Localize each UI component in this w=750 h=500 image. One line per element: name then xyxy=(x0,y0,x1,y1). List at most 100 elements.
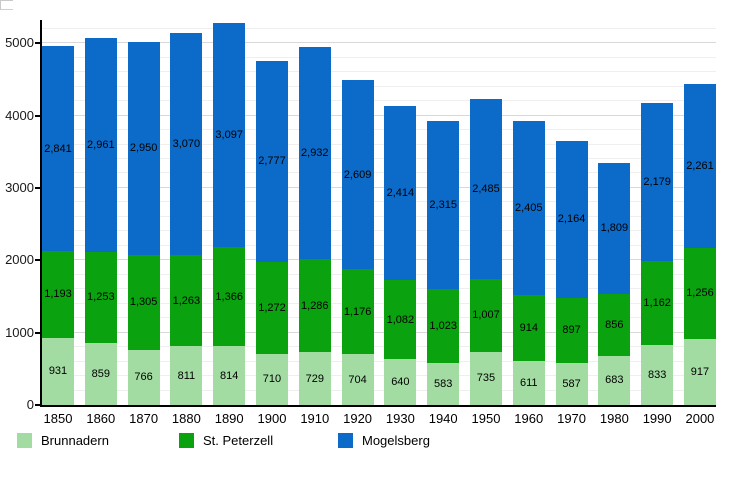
legend-item-mogelsberg: Mogelsberg xyxy=(338,433,430,448)
bar-segment-mogelsberg-1990: 2,179 xyxy=(641,102,674,261)
legend-item-brunnadern: Brunnadern xyxy=(17,433,109,448)
x-axis-label-1860: 1860 xyxy=(86,411,116,426)
segment-value-label-mogelsberg-1870: 2,950 xyxy=(129,142,158,155)
segment-value-label-brunnadern-1910: 729 xyxy=(305,372,324,385)
bar-segment-st-peterzell-1900: 1,272 xyxy=(255,261,288,354)
bar-column-1850: 931 1,193 2,841 1850 xyxy=(42,20,74,426)
x-axis-label-1970: 1970 xyxy=(557,411,587,426)
x-axis-label-1930: 1930 xyxy=(385,411,415,426)
segment-value-label-brunnadern-1970: 587 xyxy=(562,377,581,390)
bar-segment-brunnadern-1850: 931 xyxy=(42,337,74,405)
x-axis-label-1950: 1950 xyxy=(471,411,501,426)
segment-value-label-mogelsberg-1960: 2,405 xyxy=(515,201,543,214)
x-axis-label-2000: 2000 xyxy=(685,411,715,426)
x-axis-label-1980: 1980 xyxy=(599,411,629,426)
gridline-2400 xyxy=(42,230,716,232)
gridline-800 xyxy=(42,346,716,348)
bar-column-1950: 735 1,007 2,485 1950 xyxy=(469,20,502,426)
segment-value-label-st-peterzell-1900: 1,272 xyxy=(258,301,286,314)
legend-label-st-peterzell: St. Peterzell xyxy=(203,433,274,448)
crop-border-artifact xyxy=(0,0,13,10)
y-axis-tick-3000 xyxy=(35,186,40,189)
bar-segment-mogelsberg-1860: 2,961 xyxy=(84,37,117,253)
segment-value-label-st-peterzell-1990: 1,162 xyxy=(643,296,671,309)
legend-item-st-peterzell: St. Peterzell xyxy=(179,433,273,448)
bar-segment-st-peterzell-1970: 897 xyxy=(555,297,588,363)
bar-segment-mogelsberg-1850: 2,841 xyxy=(42,45,74,252)
segment-value-label-st-peterzell-1970: 897 xyxy=(562,324,581,337)
bar-segment-brunnadern-1880: 811 xyxy=(170,346,203,405)
y-axis-label-2000: 2000 xyxy=(5,252,34,268)
bar-segment-mogelsberg-1970: 2,164 xyxy=(555,141,588,298)
segment-value-label-mogelsberg-1890: 3,097 xyxy=(215,129,243,142)
x-axis-label-1920: 1920 xyxy=(343,411,373,426)
bar-segment-st-peterzell-2000: 1,256 xyxy=(683,247,716,339)
segment-value-label-st-peterzell-1980: 856 xyxy=(605,318,624,331)
legend-label-mogelsberg: Mogelsberg xyxy=(362,433,430,448)
x-axis-label-1990: 1990 xyxy=(642,411,672,426)
bar-segment-brunnadern-1970: 587 xyxy=(555,362,588,405)
gridline-3800 xyxy=(42,129,716,130)
bar-segment-st-peterzell-1960: 914 xyxy=(512,294,545,361)
segment-value-label-brunnadern-1900: 710 xyxy=(262,373,282,386)
gridline-5000 xyxy=(42,42,716,44)
bar-segment-mogelsberg-1980: 1,809 xyxy=(598,162,631,294)
bar-segment-st-peterzell-1880: 1,263 xyxy=(170,254,203,347)
gridline-3200 xyxy=(42,172,716,174)
bar-segment-brunnadern-1930: 640 xyxy=(384,358,417,405)
gridline-1400 xyxy=(42,302,716,304)
bar-segment-st-peterzell-1930: 1,082 xyxy=(384,280,417,359)
gridline-400 xyxy=(42,375,716,377)
x-axis-label-1850: 1850 xyxy=(43,411,73,426)
gridline-1000 xyxy=(42,331,716,333)
gridlines xyxy=(42,20,716,405)
x-axis-label-1900: 1900 xyxy=(257,411,287,426)
segment-value-label-mogelsberg-1980: 1,809 xyxy=(600,222,629,235)
segment-value-label-mogelsberg-1950: 2,485 xyxy=(472,183,500,196)
segment-value-label-brunnadern-1990: 833 xyxy=(647,368,667,381)
segment-value-label-st-peterzell-1960: 914 xyxy=(519,321,538,334)
bar-column-1970: 587 897 2,164 1970 xyxy=(555,20,588,426)
gridline-5200 xyxy=(42,27,716,29)
bar-segment-mogelsberg-1910: 2,932 xyxy=(298,46,331,260)
x-axis-label-1960: 1960 xyxy=(514,411,544,426)
bar-segment-mogelsberg-1940: 2,315 xyxy=(427,121,460,289)
y-axis-label-4000: 4000 xyxy=(5,107,34,123)
segment-value-label-st-peterzell-2000: 1,256 xyxy=(686,287,714,300)
segment-value-label-brunnadern-1930: 640 xyxy=(391,375,410,388)
bar-segment-st-peterzell-1950: 1,007 xyxy=(469,278,502,352)
segment-value-label-st-peterzell-1940: 1,023 xyxy=(429,319,457,332)
segment-value-label-mogelsberg-1930: 2,414 xyxy=(386,187,415,200)
gridline-1200 xyxy=(42,317,716,319)
segment-value-label-st-peterzell-1870: 1,305 xyxy=(129,296,158,309)
segment-value-label-st-peterzell-1910: 1,286 xyxy=(301,299,329,312)
segment-value-label-brunnadern-1980: 683 xyxy=(605,374,624,387)
y-axis-tick-1000 xyxy=(35,331,40,334)
bar-segment-st-peterzell-1870: 1,305 xyxy=(127,255,160,350)
segment-value-label-brunnadern-2000: 917 xyxy=(690,365,710,378)
x-axis-label-1940: 1940 xyxy=(428,411,458,426)
plot-area: 931 1,193 2,841 1850 859 1,253 2,961 1860 766 1,3… xyxy=(40,20,716,426)
bar-segment-mogelsberg-1960: 2,405 xyxy=(512,120,545,295)
segment-value-label-mogelsberg-1880: 3,070 xyxy=(172,137,201,150)
bar-segment-brunnadern-1900: 710 xyxy=(255,353,288,405)
y-axis-tick-2000 xyxy=(35,259,40,262)
segment-value-label-mogelsberg-1990: 2,179 xyxy=(643,175,671,188)
segment-value-label-mogelsberg-1920: 2,609 xyxy=(343,168,372,181)
gridline-4000 xyxy=(42,114,716,116)
gridline-1600 xyxy=(42,288,716,290)
gridline-2000 xyxy=(42,259,716,261)
bar-segment-brunnadern-1890: 814 xyxy=(213,346,246,405)
bar-segment-mogelsberg-1920: 2,609 xyxy=(341,80,374,270)
segment-value-label-mogelsberg-1860: 2,961 xyxy=(87,138,115,151)
gridline-3000 xyxy=(42,186,716,188)
bar-segment-mogelsberg-2000: 2,261 xyxy=(683,84,716,248)
segment-value-label-st-peterzell-1930: 1,082 xyxy=(386,313,415,326)
legend-label-brunnadern: Brunnadern xyxy=(41,433,109,448)
bar-column-1860: 859 1,253 2,961 1860 xyxy=(84,20,117,426)
segment-value-label-mogelsberg-1850: 2,841 xyxy=(44,142,72,155)
gridline-200 xyxy=(42,389,716,391)
bar-column-1930: 640 1,082 2,414 1930 xyxy=(384,20,417,426)
segment-value-label-st-peterzell-1890: 1,366 xyxy=(215,290,243,303)
